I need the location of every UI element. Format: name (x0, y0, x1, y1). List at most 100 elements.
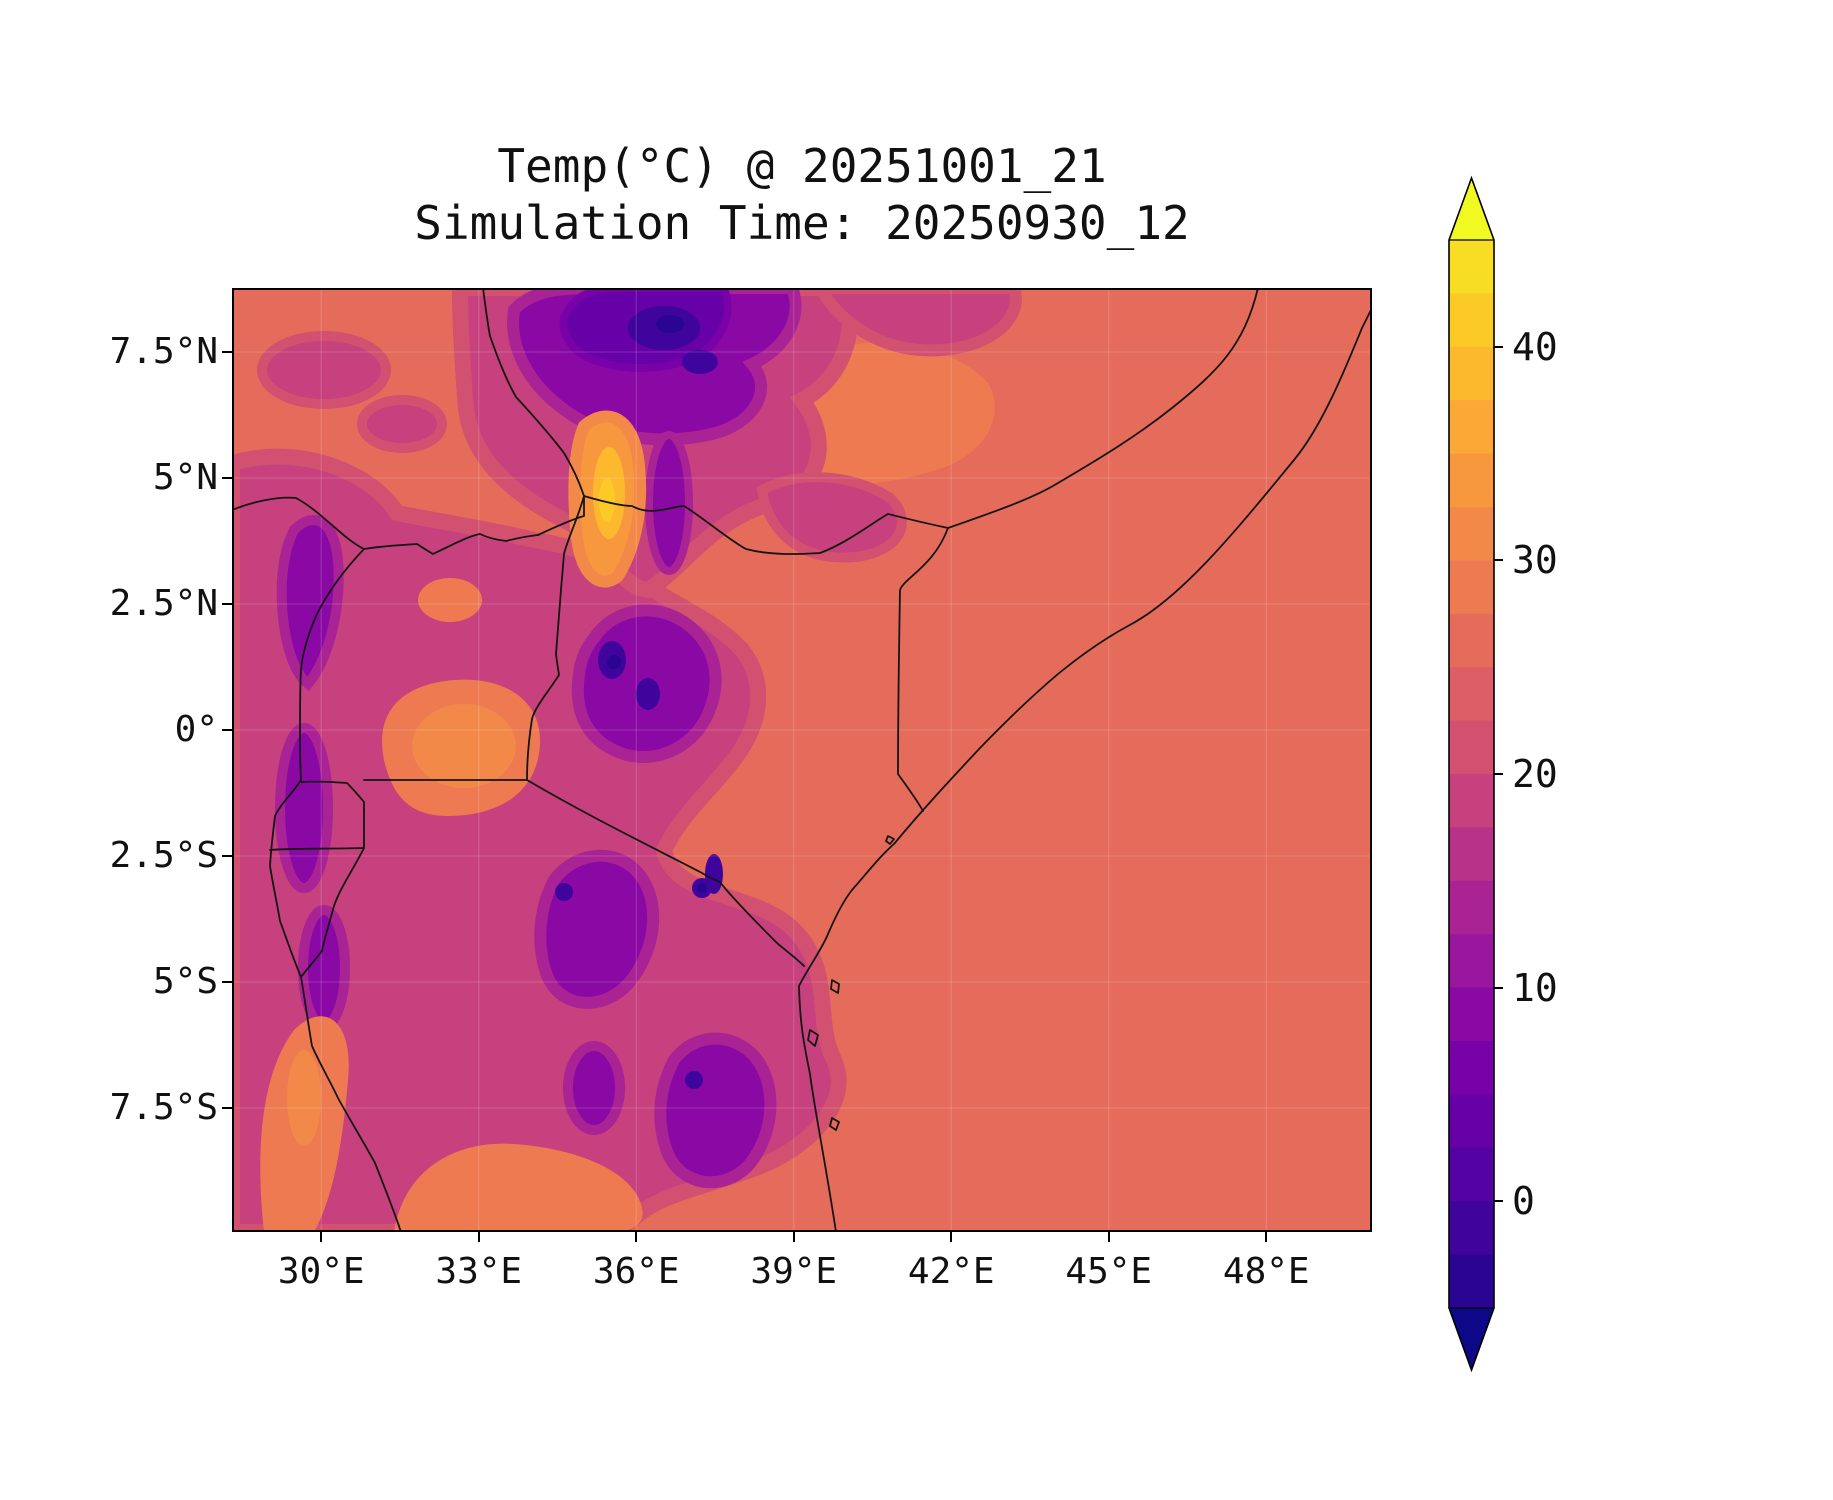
island-zanzibar (807, 1029, 819, 1047)
y-axis-tick-mark (222, 981, 232, 983)
colorbar-band (1449, 1094, 1494, 1149)
border-ethiopia-south-sudan (482, 288, 585, 497)
island-lamu (885, 835, 895, 845)
colorbar-tick-label: 20 (1512, 752, 1558, 796)
border-drc-rift (269, 548, 402, 1232)
x-axis-tick-label: 39°E (750, 1251, 838, 1292)
border-kenya-somalia (897, 527, 949, 812)
colorbar-extend-under (1449, 1308, 1494, 1370)
colorbar-tick-mark (1494, 345, 1503, 348)
x-axis-tick-label: 36°E (592, 1251, 680, 1292)
country-borders (232, 288, 1372, 1232)
contour-tz-cold-2 (685, 1071, 703, 1089)
colorbar-band (1449, 774, 1494, 829)
border-kenya-ethiopia (583, 495, 949, 555)
contour-ne-highland-tongue (813, 288, 1022, 357)
temperature-map (232, 288, 1372, 1232)
x-axis-tick-label: 45°E (1065, 1251, 1153, 1292)
colorbar-tick-mark (1494, 773, 1503, 775)
contour-nw-patch (257, 331, 391, 409)
y-axis-tick-label: 7.5°S (109, 1087, 218, 1128)
contour-kilimanjaro-coldest (697, 883, 707, 893)
border-uganda-rwanda (300, 780, 365, 811)
border-burundi-tanzania (300, 809, 365, 978)
y-axis-tick-mark (222, 729, 232, 731)
colorbar-band (1449, 293, 1494, 348)
colorbar-band (1449, 667, 1494, 722)
x-axis-tick-label: 48°E (1222, 1251, 1310, 1292)
y-axis-tick-label: 5°S (152, 961, 218, 1002)
border-ethiopia-somalia (947, 288, 1259, 529)
y-axis-tick-mark (222, 603, 232, 605)
contour-field (232, 288, 1372, 1232)
contour-n-kenya-band (756, 472, 907, 563)
contour-s-central-warm (394, 1143, 643, 1232)
colorbar-band (1449, 880, 1494, 935)
colorbar-band (1449, 934, 1494, 989)
x-axis-tick-mark (1265, 1232, 1268, 1242)
colorbar-band (1449, 507, 1494, 562)
y-axis-tick-label: 7.5°N (109, 331, 218, 372)
y-axis-tick-mark (222, 351, 232, 353)
contour-tanzania-purple-2 (654, 1032, 777, 1189)
x-axis-tick-mark (792, 1232, 795, 1242)
border-south-sudan (232, 495, 585, 555)
contour-rift-purple-1 (276, 515, 344, 691)
border-kenya-tanzania (526, 779, 805, 967)
colorbar-band (1449, 1041, 1494, 1096)
colorbar-band (1449, 613, 1494, 668)
border-rwanda-burundi (269, 847, 365, 851)
x-axis-tick-mark (477, 1232, 480, 1242)
colorbar-tick-label: 0 (1512, 1179, 1535, 1224)
y-axis-tick-label: 2.5°S (109, 835, 218, 876)
contour-nw-patch-2 (357, 395, 447, 453)
colorbar-tick-mark (1494, 559, 1503, 562)
x-axis-tick-mark (320, 1232, 323, 1242)
island-mafia (829, 1117, 840, 1131)
x-axis-tick-mark (950, 1232, 953, 1242)
colorbar (1448, 175, 1495, 1373)
chart-title-block: Temp(°C) @ 20251001_21 Simulation Time: … (232, 138, 1372, 252)
colorbar-tick-label: 40 (1512, 324, 1558, 369)
contour-ethiopia-cold-spot-2 (682, 350, 718, 374)
colorbar-tick-mark (1494, 986, 1503, 989)
colorbar-tick-label: 30 (1512, 538, 1558, 583)
border-uganda-kenya (526, 495, 585, 781)
contour-sw-rift-warm-core (287, 1050, 321, 1146)
x-axis-tick-label: 30°E (277, 1251, 365, 1292)
contour-tz-cold-1 (555, 883, 573, 901)
colorbar-tick-mark (1494, 1200, 1503, 1203)
x-axis-tick-label: 42°E (907, 1251, 995, 1292)
contour-ethiopia-purple-tail (645, 431, 693, 575)
chart-title: Temp(°C) @ 20251001_21 (497, 139, 1107, 193)
colorbar-band (1449, 720, 1494, 775)
colorbar-band (1449, 1254, 1494, 1309)
contour-kenya-coldest (607, 655, 621, 669)
contour-tanzania-purple-3 (563, 1041, 625, 1135)
contour-ethiopia-coldest (656, 315, 684, 333)
colorbar-band (1449, 987, 1494, 1042)
x-axis-tick-mark (635, 1232, 638, 1242)
colorbar-band (1449, 400, 1494, 455)
y-axis-tick-label: 5°N (152, 457, 218, 498)
y-axis-tick-mark (222, 855, 232, 857)
contour-turkana-hottest (599, 478, 615, 522)
x-axis-tick-mark (1107, 1232, 1110, 1242)
colorbar-band (1449, 1201, 1494, 1256)
y-axis-tick-label: 0° (174, 709, 218, 750)
colorbar-band (1449, 240, 1494, 295)
colorbar-band (1449, 453, 1494, 508)
x-axis-tick-label: 33°E (435, 1251, 523, 1292)
colorbar-tick-label: 10 (1512, 965, 1558, 1010)
colorbar-band (1449, 560, 1494, 615)
y-axis-tick-mark (222, 1107, 232, 1109)
y-axis-tick-label: 2.5°N (109, 583, 218, 624)
y-axis-tick-mark (222, 477, 232, 479)
graticule-gridlines (232, 288, 1372, 1232)
colorbar-band (1449, 346, 1494, 401)
contour-w-warm-spot (418, 578, 482, 622)
chart-subtitle: Simulation Time: 20250930_12 (414, 196, 1190, 250)
contour-victoria-basin-warm-core (412, 704, 516, 788)
island-pemba (830, 979, 840, 994)
